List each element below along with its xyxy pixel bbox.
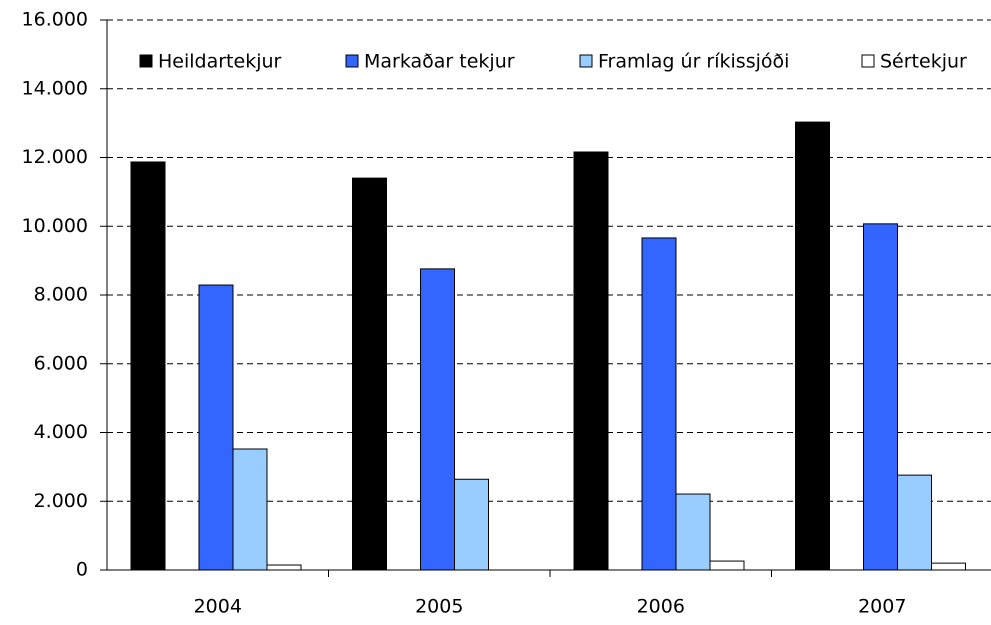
- bar: [795, 121, 830, 571]
- bar: [352, 177, 387, 571]
- bar: [641, 237, 677, 571]
- legend-label: Sértekjur: [880, 51, 967, 73]
- legend-label: Framlag úr ríkissjóði: [598, 51, 789, 73]
- x-tick-label: 2006: [637, 596, 685, 618]
- bar: [863, 223, 898, 571]
- bar: [266, 564, 302, 571]
- y-tick-label: 2.000: [34, 490, 88, 512]
- legend-swatch: [861, 54, 875, 68]
- y-tick-label: 12.000: [22, 146, 88, 168]
- y-tick-label: 0: [76, 559, 88, 581]
- legend-swatch: [139, 54, 153, 68]
- bar: [232, 448, 268, 571]
- legend-swatch: [579, 54, 593, 68]
- y-tick-label: 10.000: [22, 215, 88, 237]
- bar: [573, 151, 609, 571]
- y-tick-label: 14.000: [22, 77, 88, 99]
- bar: [675, 493, 711, 571]
- bar: [897, 474, 932, 571]
- y-tick-label: 4.000: [34, 421, 88, 443]
- x-tick-label: 2005: [415, 596, 463, 618]
- x-tick-label: 2007: [858, 596, 906, 618]
- legend-swatch: [345, 54, 359, 68]
- bar: [931, 562, 966, 571]
- bar: [709, 560, 745, 571]
- x-tick-label: 2004: [194, 596, 242, 618]
- y-tick-label: 16.000: [22, 9, 88, 31]
- bar: [198, 284, 234, 571]
- bar: [454, 478, 489, 571]
- legend-label: Markaðar tekjur: [364, 51, 515, 73]
- bar: [420, 268, 455, 571]
- y-tick-label: 6.000: [34, 352, 88, 374]
- y-tick-label: 8.000: [34, 284, 88, 306]
- bar: [130, 161, 166, 571]
- legend-label: Heildartekjur: [158, 51, 282, 73]
